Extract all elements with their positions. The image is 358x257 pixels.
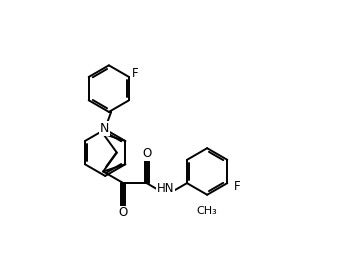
Text: O: O [142,147,151,160]
Text: HN: HN [157,182,174,195]
Text: F: F [234,180,241,193]
Text: N: N [100,122,109,135]
Text: CH₃: CH₃ [197,206,218,216]
Text: F: F [132,67,139,80]
Text: O: O [119,206,128,219]
